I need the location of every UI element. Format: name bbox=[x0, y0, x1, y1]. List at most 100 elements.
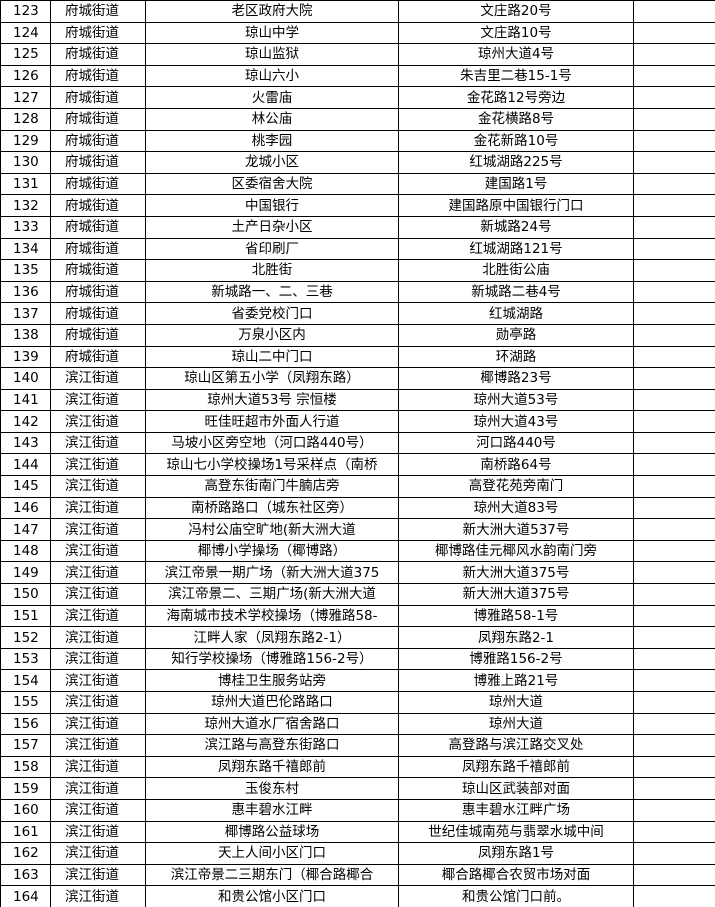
address: 环湖路 bbox=[398, 345, 634, 369]
location: 和贵公馆小区门口 bbox=[145, 885, 399, 907]
row-number: 138 bbox=[0, 323, 51, 347]
row-number: 142 bbox=[0, 410, 51, 433]
row-number: 135 bbox=[0, 259, 51, 282]
row-number: 163 bbox=[0, 863, 51, 887]
street: 滨江街道 bbox=[50, 863, 146, 887]
empty-cell bbox=[633, 798, 715, 822]
empty-cell bbox=[633, 129, 715, 153]
address: 和贵公馆门口前。 bbox=[398, 885, 634, 907]
row-number: 155 bbox=[0, 691, 51, 714]
location: 江畔人家（凤翔东路2-1） bbox=[145, 626, 399, 649]
location: 中国银行 bbox=[145, 194, 399, 217]
table-row: 154 滨江街道 博桂卫生服务站旁 博雅上路21号 bbox=[0, 669, 715, 692]
location: 椰博小学操场（椰博路） bbox=[145, 539, 399, 563]
street: 滨江街道 bbox=[50, 669, 146, 692]
row-number: 130 bbox=[0, 151, 51, 174]
address: 金花路12号旁边 bbox=[398, 86, 634, 109]
location: 省印刷厂 bbox=[145, 237, 399, 261]
empty-cell bbox=[633, 280, 715, 304]
empty-cell bbox=[633, 626, 715, 649]
row-number: 160 bbox=[0, 798, 51, 822]
empty-cell bbox=[633, 64, 715, 88]
street: 滨江街道 bbox=[50, 820, 146, 844]
address: 金花新路10号 bbox=[398, 129, 634, 153]
empty-cell bbox=[633, 734, 715, 757]
address: 琼山区武装部对面 bbox=[398, 777, 634, 800]
empty-cell bbox=[633, 431, 715, 455]
address: 博雅上路21号 bbox=[398, 669, 634, 692]
empty-cell bbox=[633, 885, 715, 907]
street: 府城街道 bbox=[50, 280, 146, 304]
empty-cell bbox=[633, 86, 715, 109]
row-number: 153 bbox=[0, 647, 51, 671]
location: 区委宿舍大院 bbox=[145, 172, 399, 196]
street: 府城街道 bbox=[50, 172, 146, 196]
location: 琼山六小 bbox=[145, 64, 399, 88]
empty-cell bbox=[633, 388, 715, 412]
row-number: 147 bbox=[0, 518, 51, 541]
empty-cell bbox=[633, 215, 715, 239]
table-row: 149 滨江街道 滨江帝景一期广场（新大洲大道375 新大洲大道375号 bbox=[0, 561, 715, 585]
table-row: 160 滨江街道 惠丰碧水江畔 惠丰碧水江畔广场 bbox=[0, 798, 715, 822]
table-row: 162 滨江街道 天上人间小区门口 凤翔东路1号 bbox=[0, 842, 715, 865]
table-row: 126 府城街道 琼山六小 朱吉里二巷15-1号 bbox=[0, 64, 715, 88]
street: 滨江街道 bbox=[50, 691, 146, 714]
table-row: 159 滨江街道 玉俊东村 琼山区武装部对面 bbox=[0, 777, 715, 800]
empty-cell bbox=[633, 561, 715, 585]
table-row: 147 滨江街道 冯村公庙空旷地(新大洲大道 新大洲大道537号 bbox=[0, 518, 715, 541]
table-row: 131 府城街道 区委宿舍大院 建国路1号 bbox=[0, 172, 715, 196]
location: 滨江帝景一期广场（新大洲大道375 bbox=[145, 561, 399, 585]
street: 府城街道 bbox=[50, 129, 146, 153]
row-number: 154 bbox=[0, 669, 51, 692]
location: 龙城小区 bbox=[145, 151, 399, 174]
empty-cell bbox=[633, 21, 715, 45]
empty-cell bbox=[633, 259, 715, 282]
street: 滨江街道 bbox=[50, 518, 146, 541]
table-row: 123 府城街道 老区政府大院 文庄路20号 bbox=[0, 0, 715, 23]
row-number: 126 bbox=[0, 64, 51, 88]
street: 府城街道 bbox=[50, 21, 146, 45]
location: 博桂卫生服务站旁 bbox=[145, 669, 399, 692]
table-row: 132 府城街道 中国银行 建国路原中国银行门口 bbox=[0, 194, 715, 217]
street: 府城街道 bbox=[50, 43, 146, 66]
street: 滨江街道 bbox=[50, 367, 146, 390]
street: 滨江街道 bbox=[50, 647, 146, 671]
empty-cell bbox=[633, 302, 715, 325]
row-number: 149 bbox=[0, 561, 51, 585]
address: 高登花苑旁南门 bbox=[398, 475, 634, 498]
row-number: 161 bbox=[0, 820, 51, 844]
location: 老区政府大院 bbox=[145, 0, 399, 23]
street: 滨江街道 bbox=[50, 885, 146, 907]
table-row: 129 府城街道 桃李园 金花新路10号 bbox=[0, 129, 715, 153]
location: 海南城市技术学校操场（博雅路58- bbox=[145, 604, 399, 628]
street: 滨江街道 bbox=[50, 604, 146, 628]
table-row: 146 滨江街道 南桥路路口（城东社区旁） 琼州大道83号 bbox=[0, 496, 715, 520]
location: 椰博路公益球场 bbox=[145, 820, 399, 844]
address: 新城路24号 bbox=[398, 215, 634, 239]
street: 府城街道 bbox=[50, 259, 146, 282]
row-number: 129 bbox=[0, 129, 51, 153]
address: 博雅路58-1号 bbox=[398, 604, 634, 628]
table-row: 163 滨江街道 滨江帝景二三期东门（椰合路椰合 椰合路椰合农贸市场对面 bbox=[0, 863, 715, 887]
street: 府城街道 bbox=[50, 215, 146, 239]
table-row: 164 滨江街道 和贵公馆小区门口 和贵公馆门口前。 bbox=[0, 885, 715, 907]
row-number: 146 bbox=[0, 496, 51, 520]
location: 土产日杂小区 bbox=[145, 215, 399, 239]
empty-cell bbox=[633, 583, 715, 606]
address: 勋亭路 bbox=[398, 323, 634, 347]
table-row: 124 府城街道 琼山中学 文庄路10号 bbox=[0, 21, 715, 45]
row-number: 143 bbox=[0, 431, 51, 455]
street: 府城街道 bbox=[50, 107, 146, 131]
address: 红城湖路121号 bbox=[398, 237, 634, 261]
address: 新城路二巷4号 bbox=[398, 280, 634, 304]
location: 知行学校操场（博雅路156-2号） bbox=[145, 647, 399, 671]
row-number: 148 bbox=[0, 539, 51, 563]
row-number: 139 bbox=[0, 345, 51, 369]
row-number: 152 bbox=[0, 626, 51, 649]
row-number: 137 bbox=[0, 302, 51, 325]
street: 滨江街道 bbox=[50, 388, 146, 412]
empty-cell bbox=[633, 107, 715, 131]
